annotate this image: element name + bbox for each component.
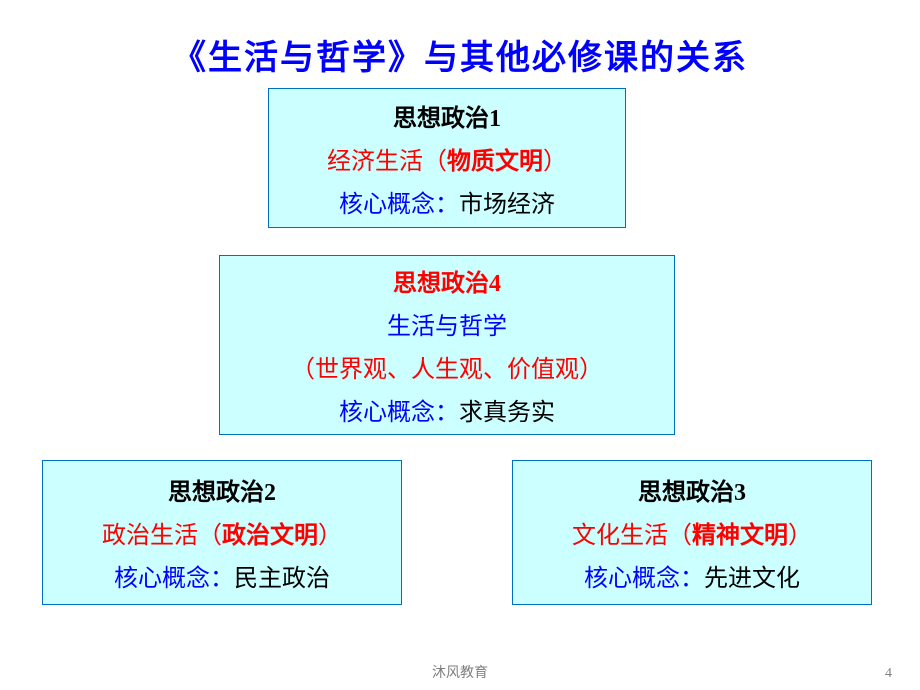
box-line: 思想政治2 bbox=[168, 472, 276, 507]
text-part: 求真务实 bbox=[459, 400, 555, 426]
text-part: 先进文化 bbox=[704, 566, 800, 592]
text-part: 物质文明 bbox=[447, 149, 543, 175]
text-part: ） bbox=[543, 149, 567, 175]
box-line: （世界观、人生观、价值观） bbox=[291, 349, 603, 384]
box-politics-4: 思想政治4 生活与哲学 （世界观、人生观、价值观） 核心概念：求真务实 bbox=[219, 255, 675, 435]
box-line: 核心概念：先进文化 bbox=[584, 558, 800, 593]
box-line: 核心概念：市场经济 bbox=[339, 184, 555, 219]
text-part: 核心概念： bbox=[114, 566, 234, 592]
text-part: 思想政治4 bbox=[393, 271, 501, 297]
box-line: 核心概念：求真务实 bbox=[339, 392, 555, 427]
text-part: 民主政治 bbox=[234, 566, 330, 592]
text-part: 生活与哲学 bbox=[387, 314, 507, 340]
box-line: 核心概念：民主政治 bbox=[114, 558, 330, 593]
box-line: 经济生活（物质文明） bbox=[327, 141, 567, 176]
text-part: 核心概念： bbox=[339, 400, 459, 426]
box-line: 政治生活（政治文明） bbox=[102, 515, 342, 550]
text-part: ） bbox=[788, 523, 812, 549]
box-line: 思想政治1 bbox=[393, 98, 501, 133]
slide-title: 《生活与哲学》与其他必修课的关系 bbox=[0, 0, 920, 79]
footer-text: 沐风教育 bbox=[0, 662, 920, 682]
text-part: 经济生活（ bbox=[327, 149, 447, 175]
text-part: 核心概念： bbox=[339, 192, 459, 218]
box-line: 思想政治3 bbox=[638, 472, 746, 507]
text-part: 文化生活（ bbox=[572, 523, 692, 549]
text-part: 思想政治1 bbox=[393, 106, 501, 132]
box-line: 生活与哲学 bbox=[387, 306, 507, 341]
box-politics-3: 思想政治3 文化生活（精神文明） 核心概念：先进文化 bbox=[512, 460, 872, 605]
text-part: 核心概念： bbox=[584, 566, 704, 592]
text-part: 政治文明 bbox=[222, 523, 318, 549]
text-part: 思想政治3 bbox=[638, 480, 746, 506]
text-part: 政治生活（ bbox=[102, 523, 222, 549]
text-part: （世界观、人生观、价值观） bbox=[291, 357, 603, 383]
box-line: 思想政治4 bbox=[393, 263, 501, 298]
text-part: 市场经济 bbox=[459, 192, 555, 218]
text-part: ） bbox=[318, 523, 342, 549]
text-part: 精神文明 bbox=[692, 523, 788, 549]
box-politics-2: 思想政治2 政治生活（政治文明） 核心概念：民主政治 bbox=[42, 460, 402, 605]
box-politics-1: 思想政治1 经济生活（物质文明） 核心概念：市场经济 bbox=[268, 88, 626, 228]
text-part: 思想政治2 bbox=[168, 480, 276, 506]
page-number: 4 bbox=[885, 666, 892, 682]
box-line: 文化生活（精神文明） bbox=[572, 515, 812, 550]
